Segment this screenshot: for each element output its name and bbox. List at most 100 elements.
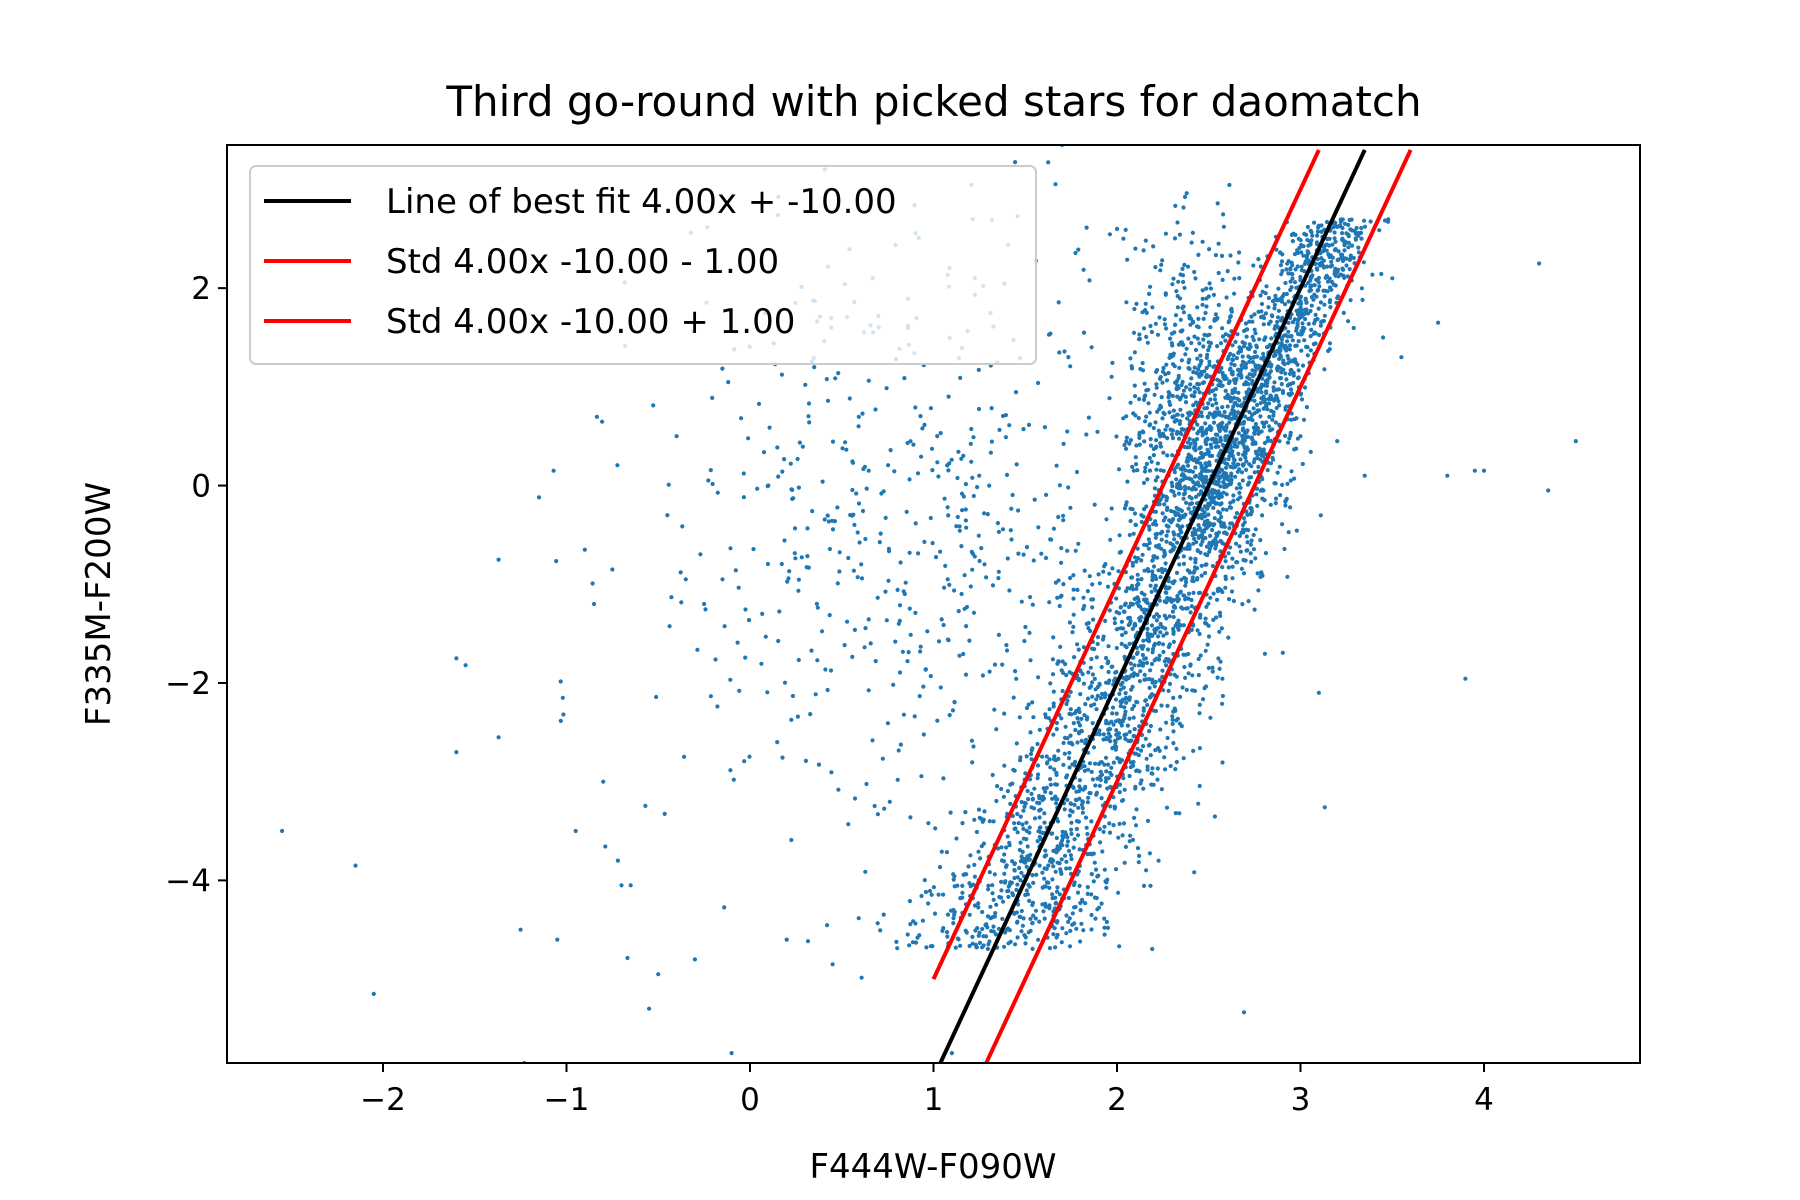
scatter-point: [1150, 305, 1155, 310]
chart-title: Third go-round with picked stars for dao…: [445, 77, 1421, 126]
scatter-point: [665, 513, 670, 518]
scatter-point: [1059, 560, 1064, 565]
scatter-point: [1024, 545, 1030, 550]
scatter-point: [1219, 523, 1224, 528]
scatter-point: [591, 601, 597, 607]
scatter-point: [1162, 322, 1167, 327]
scatter-point: [1210, 453, 1215, 458]
scatter-point: [1030, 797, 1035, 802]
scatter-point: [594, 414, 600, 419]
scatter-point: [1092, 860, 1097, 865]
scatter-point: [1203, 429, 1209, 434]
scatter-point: [1253, 527, 1258, 532]
scatter-point: [1076, 647, 1081, 652]
scatter-point: [1295, 264, 1300, 269]
scatter-point: [931, 885, 937, 890]
scatter-point: [1083, 901, 1088, 906]
scatter-point: [1275, 315, 1281, 320]
scatter-point: [996, 926, 1002, 931]
scatter-point: [1073, 250, 1078, 256]
scatter-point: [968, 853, 973, 858]
scatter-point: [1134, 807, 1139, 812]
scatter-point: [654, 694, 659, 700]
scatter-point: [1164, 631, 1169, 636]
scatter-point: [1187, 445, 1192, 450]
scatter-point: [1229, 521, 1235, 526]
scatter-point: [1038, 836, 1043, 842]
scatter-point: [1196, 316, 1201, 321]
scatter-point: [1198, 461, 1203, 466]
scatter-point: [1124, 414, 1129, 419]
scatter-point: [1226, 565, 1231, 570]
scatter-point: [1256, 464, 1261, 469]
scatter-point: [573, 828, 578, 834]
scatter-point: [1294, 528, 1299, 533]
scatter-point: [1224, 415, 1229, 420]
scatter-point: [1196, 527, 1201, 532]
scatter-point: [1187, 494, 1192, 499]
scatter-point: [1072, 905, 1077, 910]
scatter-point: [1119, 758, 1125, 763]
scatter-point: [1024, 888, 1029, 893]
scatter-point: [1215, 344, 1220, 349]
scatter-point: [554, 559, 559, 564]
scatter-point: [1145, 340, 1150, 345]
scatter-point: [950, 708, 956, 713]
scatter-point: [1158, 621, 1163, 627]
scatter-point: [1026, 702, 1031, 707]
scatter-point: [1240, 522, 1246, 528]
scatter-point: [926, 901, 931, 906]
scatter-point: [1051, 732, 1056, 737]
scatter-point: [1099, 901, 1104, 906]
scatter-point: [1222, 482, 1227, 487]
scatter-point: [985, 925, 990, 930]
scatter-point: [1216, 509, 1221, 514]
scatter-point: [1127, 441, 1132, 446]
scatter-point: [1259, 301, 1265, 307]
scatter-point: [1062, 349, 1067, 354]
scatter-point: [1199, 410, 1204, 415]
scatter-point: [1140, 361, 1145, 366]
scatter-point: [1273, 481, 1278, 486]
scatter-point: [1008, 782, 1013, 787]
scatter-point: [1141, 597, 1147, 602]
scatter-point: [977, 940, 983, 946]
scatter-point: [972, 862, 977, 868]
scatter-point: [1333, 273, 1338, 278]
scatter-point: [967, 881, 972, 886]
scatter-point: [1178, 317, 1183, 322]
scatter-point: [1014, 887, 1019, 893]
scatter-point: [852, 522, 857, 528]
scatter-point: [938, 685, 943, 690]
scatter-point: [1181, 388, 1186, 393]
scatter-point: [555, 937, 560, 942]
scatter-point: [1002, 763, 1007, 768]
scatter-point: [1238, 485, 1243, 490]
scatter-point: [860, 411, 865, 416]
scatter-point: [1168, 352, 1173, 357]
scatter-point: [1299, 332, 1304, 337]
scatter-point: [1054, 720, 1059, 726]
scatter-point: [1067, 866, 1072, 871]
scatter-point: [1356, 230, 1361, 236]
scatter-point: [1138, 748, 1144, 753]
scatter-point: [918, 414, 923, 419]
scatter-point: [1171, 709, 1176, 714]
scatter-point: [1308, 449, 1313, 454]
scatter-point: [1224, 492, 1229, 497]
scatter-point: [1241, 516, 1247, 521]
scatter-point: [866, 468, 871, 473]
scatter-point: [1139, 590, 1144, 596]
scatter-point: [1188, 382, 1193, 387]
scatter-point: [1208, 533, 1213, 539]
scatter-point: [1278, 263, 1283, 268]
scatter-point: [1233, 339, 1238, 344]
scatter-point: [1361, 260, 1366, 265]
scatter-point: [1303, 317, 1308, 322]
scatter-point: [1014, 676, 1019, 681]
scatter-point: [1147, 291, 1152, 296]
scatter-point: [1232, 442, 1238, 447]
scatter-point: [1300, 461, 1305, 467]
scatter-point: [1278, 353, 1283, 358]
scatter-point: [1191, 403, 1196, 408]
